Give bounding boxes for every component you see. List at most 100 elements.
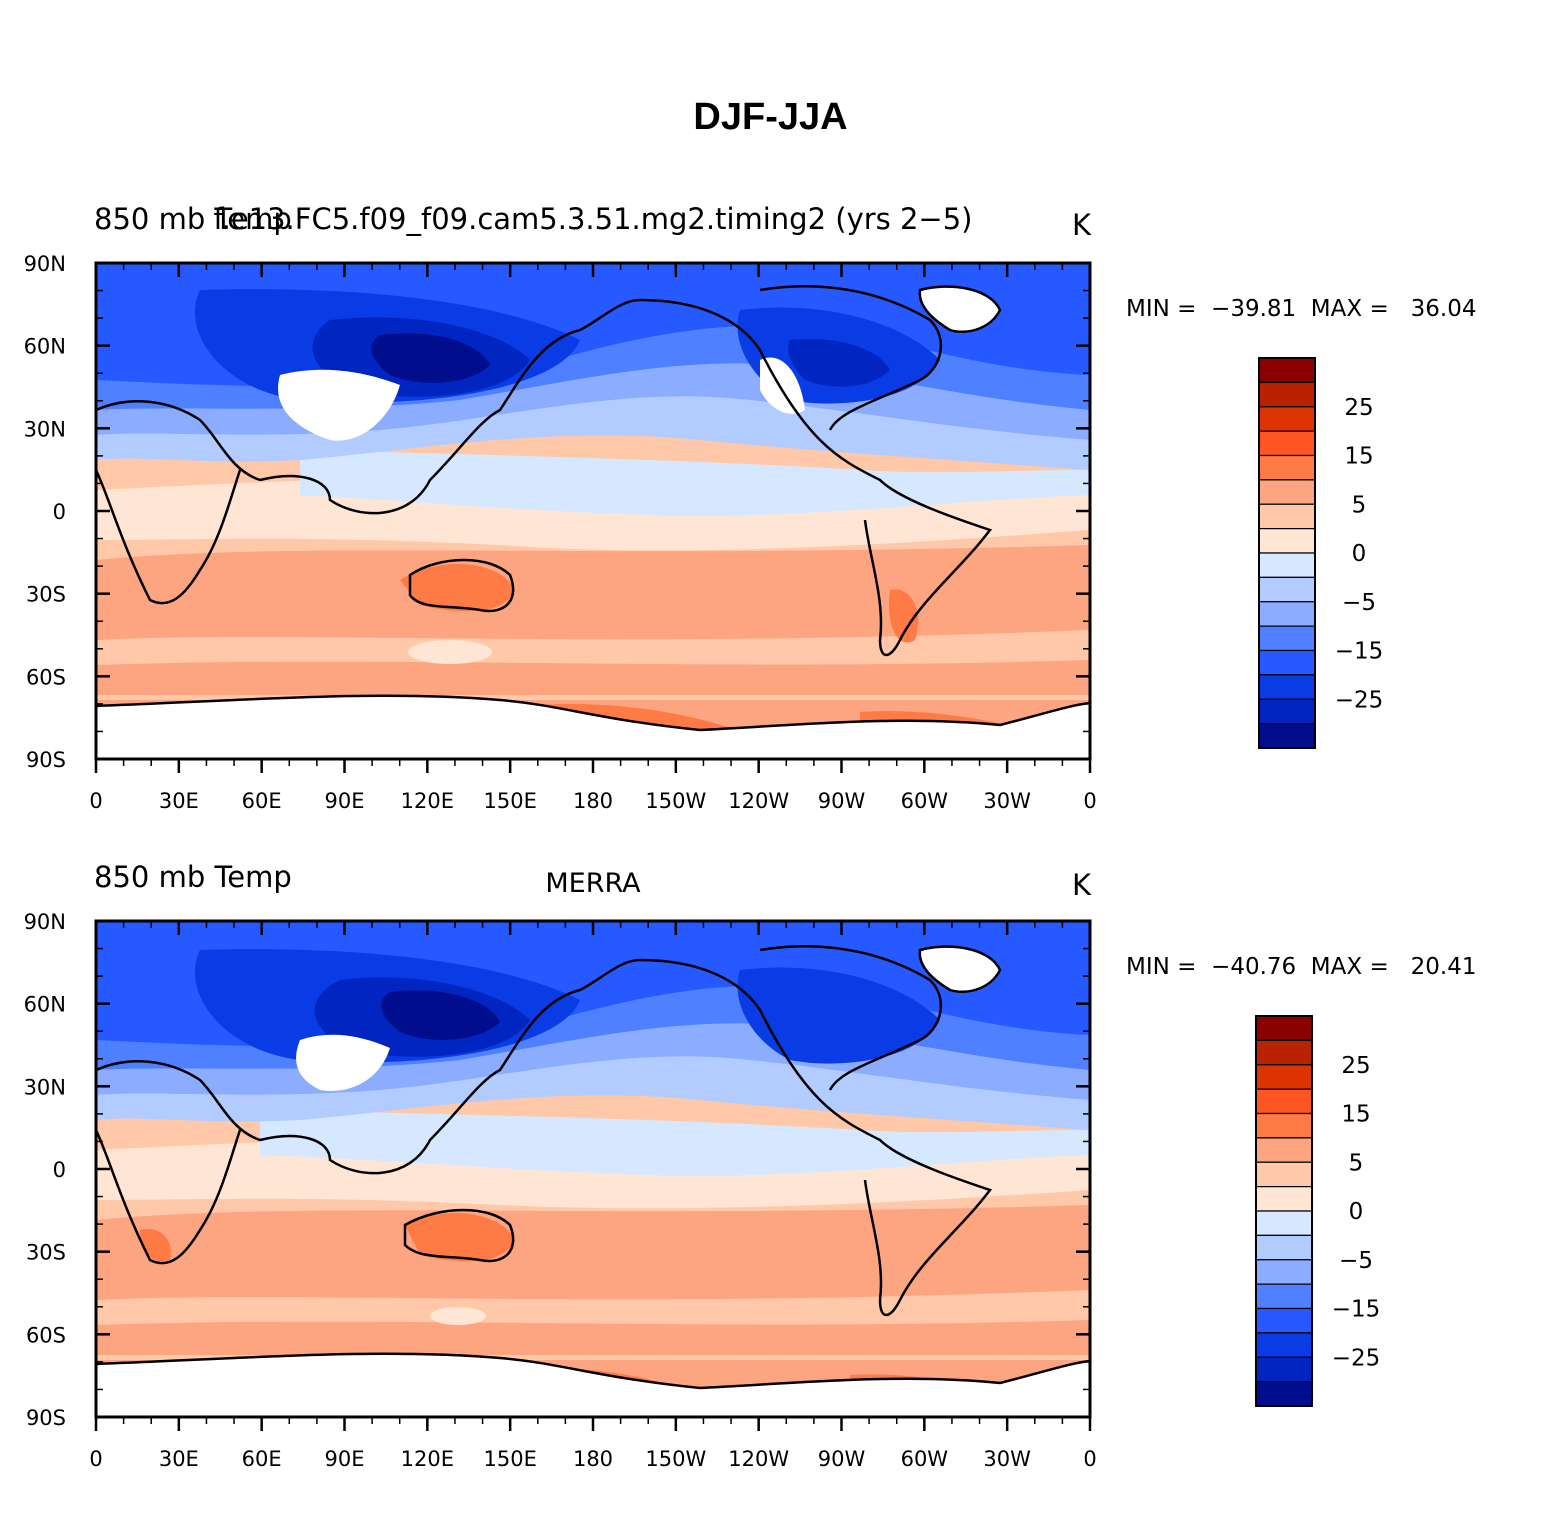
panel1-max-label: MAX = — [1296, 296, 1411, 322]
panel2-colorbar-box — [1255, 1259, 1313, 1285]
panel2-colorbar-box — [1255, 1137, 1313, 1163]
panel2-lat-label: 30N — [24, 1075, 66, 1099]
panel1-colorbar-label: −15 — [1335, 639, 1384, 665]
panel1-colorbar-box — [1258, 674, 1316, 700]
panel2-colorbar-frame — [1255, 1015, 1313, 1407]
panel1-colorbar-box — [1258, 381, 1316, 408]
panel1-colorbar-box — [1258, 430, 1316, 457]
panel2-colorbar-label: −25 — [1332, 1345, 1381, 1371]
panel2-colorbar-label: 15 — [1341, 1102, 1370, 1128]
panel2-max-label: MAX = — [1296, 954, 1411, 980]
panel2-colorbar-box — [1255, 1356, 1313, 1383]
panel2-lon-label: 60W — [901, 1447, 949, 1471]
panel1-lat-label: 90N — [24, 252, 66, 276]
panel2-max-value: 20.41 — [1410, 954, 1477, 980]
panel2-lon-label: 150W — [645, 1447, 706, 1471]
panel1-lon-label: 120W — [728, 789, 789, 813]
panel2-colorbar-box — [1255, 1210, 1313, 1236]
panel2-colorbar-box — [1255, 1332, 1313, 1358]
panel2-colorbar-box — [1255, 1283, 1313, 1310]
panel2-lat-label: 60N — [24, 993, 66, 1017]
panel1-colorbar-label: 25 — [1344, 395, 1373, 421]
panel2-lon-label: 90E — [325, 1447, 365, 1471]
panel1-lat-label: 30N — [24, 417, 66, 441]
panel1-lat-label: 60N — [24, 335, 66, 359]
panel2-lon-label: 0 — [1083, 1447, 1096, 1471]
panel2-min-value: −40.76 — [1211, 954, 1297, 980]
panel1-lat-label: 90S — [26, 748, 66, 772]
panel2-lat-label: 0 — [53, 1158, 66, 1182]
panel2-colorbar-box — [1255, 1307, 1313, 1334]
panel1-lon-label: 30E — [159, 789, 199, 813]
panel2-center-label: MERRA — [545, 868, 641, 899]
panel2-lat-label: 30S — [26, 1241, 66, 1265]
panel1-colorbar-label: 15 — [1344, 444, 1373, 470]
panel2-colorbar-box — [1255, 1088, 1313, 1115]
panel1-map — [96, 263, 1090, 759]
panel1-colorbar-label: 0 — [1352, 541, 1367, 567]
panel2-lon-label: 90W — [818, 1447, 866, 1471]
panel1-colorbar-box — [1258, 576, 1316, 603]
panel1-colorbar-box — [1258, 357, 1316, 383]
panel2-map — [96, 921, 1090, 1417]
panel2-colorbar-label: 0 — [1349, 1199, 1364, 1225]
panel2-lat-label: 60S — [26, 1323, 66, 1347]
panel2-lon-label: 150E — [483, 1447, 536, 1471]
panel2-colorbar-box — [1255, 1064, 1313, 1090]
panel1-max-value: 36.04 — [1410, 296, 1477, 322]
panel2-colorbar-label: −15 — [1332, 1297, 1381, 1323]
panel2-colorbar-box — [1255, 1186, 1313, 1212]
panel1-lon-label: 30W — [983, 789, 1031, 813]
panel2-min-label: MIN = — [1126, 954, 1212, 980]
panel1-lon-label: 150E — [483, 789, 536, 813]
panel1-lon-label: 90E — [325, 789, 365, 813]
colorbar-layer: 25 15 5 0 −5 −15 −25 25 15 5 0 −5 −15 −25 — [1255, 357, 1384, 1407]
panel1-lat-label: 30S — [26, 583, 66, 607]
panel2-colorbar-box — [1255, 1039, 1313, 1066]
panel1-left-label: 850 mb Temp — [94, 202, 292, 236]
panel1-lat-label: 0 — [53, 500, 66, 524]
panel2-lon-label: 30W — [983, 1447, 1031, 1471]
panel1-min-label: MIN = — [1126, 296, 1212, 322]
panel2-colorbar-box — [1255, 1112, 1313, 1139]
panel2-min-max: MIN = −40.76 MAX = 20.41 — [1126, 954, 1477, 980]
panel1-units-label: K — [1072, 208, 1092, 242]
panel1-lon-label: 0 — [89, 789, 102, 813]
panel2-lat-label: 90N — [24, 910, 66, 934]
panel2-lat-label: 90S — [26, 1406, 66, 1430]
panel2-colorbar-label: 25 — [1341, 1053, 1370, 1079]
panel2-colorbar-label: −5 — [1339, 1248, 1373, 1274]
panel2-colorbar-label: 5 — [1349, 1150, 1364, 1176]
panel2-colorbar-box — [1255, 1381, 1313, 1407]
panel1-colorbar-label: 5 — [1352, 492, 1367, 518]
panel1-lon-label: 150W — [645, 789, 706, 813]
panel2-lon-label: 180 — [573, 1447, 613, 1471]
panel2-lon-label: 60E — [242, 1447, 282, 1471]
panel2-colorbar-box — [1255, 1161, 1313, 1188]
panel1-center-label: f.e13.FC5.f09_f09.cam5.3.51.mg2.timing2 … — [213, 202, 973, 236]
panel1-min-value: −39.81 — [1211, 296, 1297, 322]
panel1-lon-label: 90W — [818, 789, 866, 813]
panel1-lat-label: 60S — [26, 665, 66, 689]
panel1-colorbar-box — [1258, 723, 1316, 749]
panel1-min-max: MIN = −39.81 MAX = 36.04 — [1126, 296, 1477, 322]
panel2-units-label: K — [1072, 868, 1092, 902]
panel1-colorbar-label: −25 — [1335, 687, 1384, 713]
panel1-lon-label: 0 — [1083, 789, 1096, 813]
panel1-colorbar-box — [1258, 625, 1316, 652]
panel1-lon-label: 60W — [901, 789, 949, 813]
panel1-colorbar-box — [1258, 479, 1316, 505]
figure-title: DJF-JJA — [693, 96, 848, 138]
panel2-left-label: 850 mb Temp — [94, 860, 292, 894]
panel2-lon-label: 120E — [401, 1447, 454, 1471]
panel1-colorbar-frame — [1258, 357, 1316, 749]
panel1-lon-label: 120E — [401, 789, 454, 813]
panel1-colorbar-box — [1258, 601, 1316, 627]
panel1-lon-label: 60E — [242, 789, 282, 813]
panel1-colorbar-box — [1258, 649, 1316, 676]
panel1-colorbar-box — [1258, 528, 1316, 554]
panel1-colorbar-box — [1258, 454, 1316, 481]
panel1-lon-label: 180 — [573, 789, 613, 813]
panel1-colorbar-box — [1258, 406, 1316, 432]
panel2-lon-label: 0 — [89, 1447, 102, 1471]
